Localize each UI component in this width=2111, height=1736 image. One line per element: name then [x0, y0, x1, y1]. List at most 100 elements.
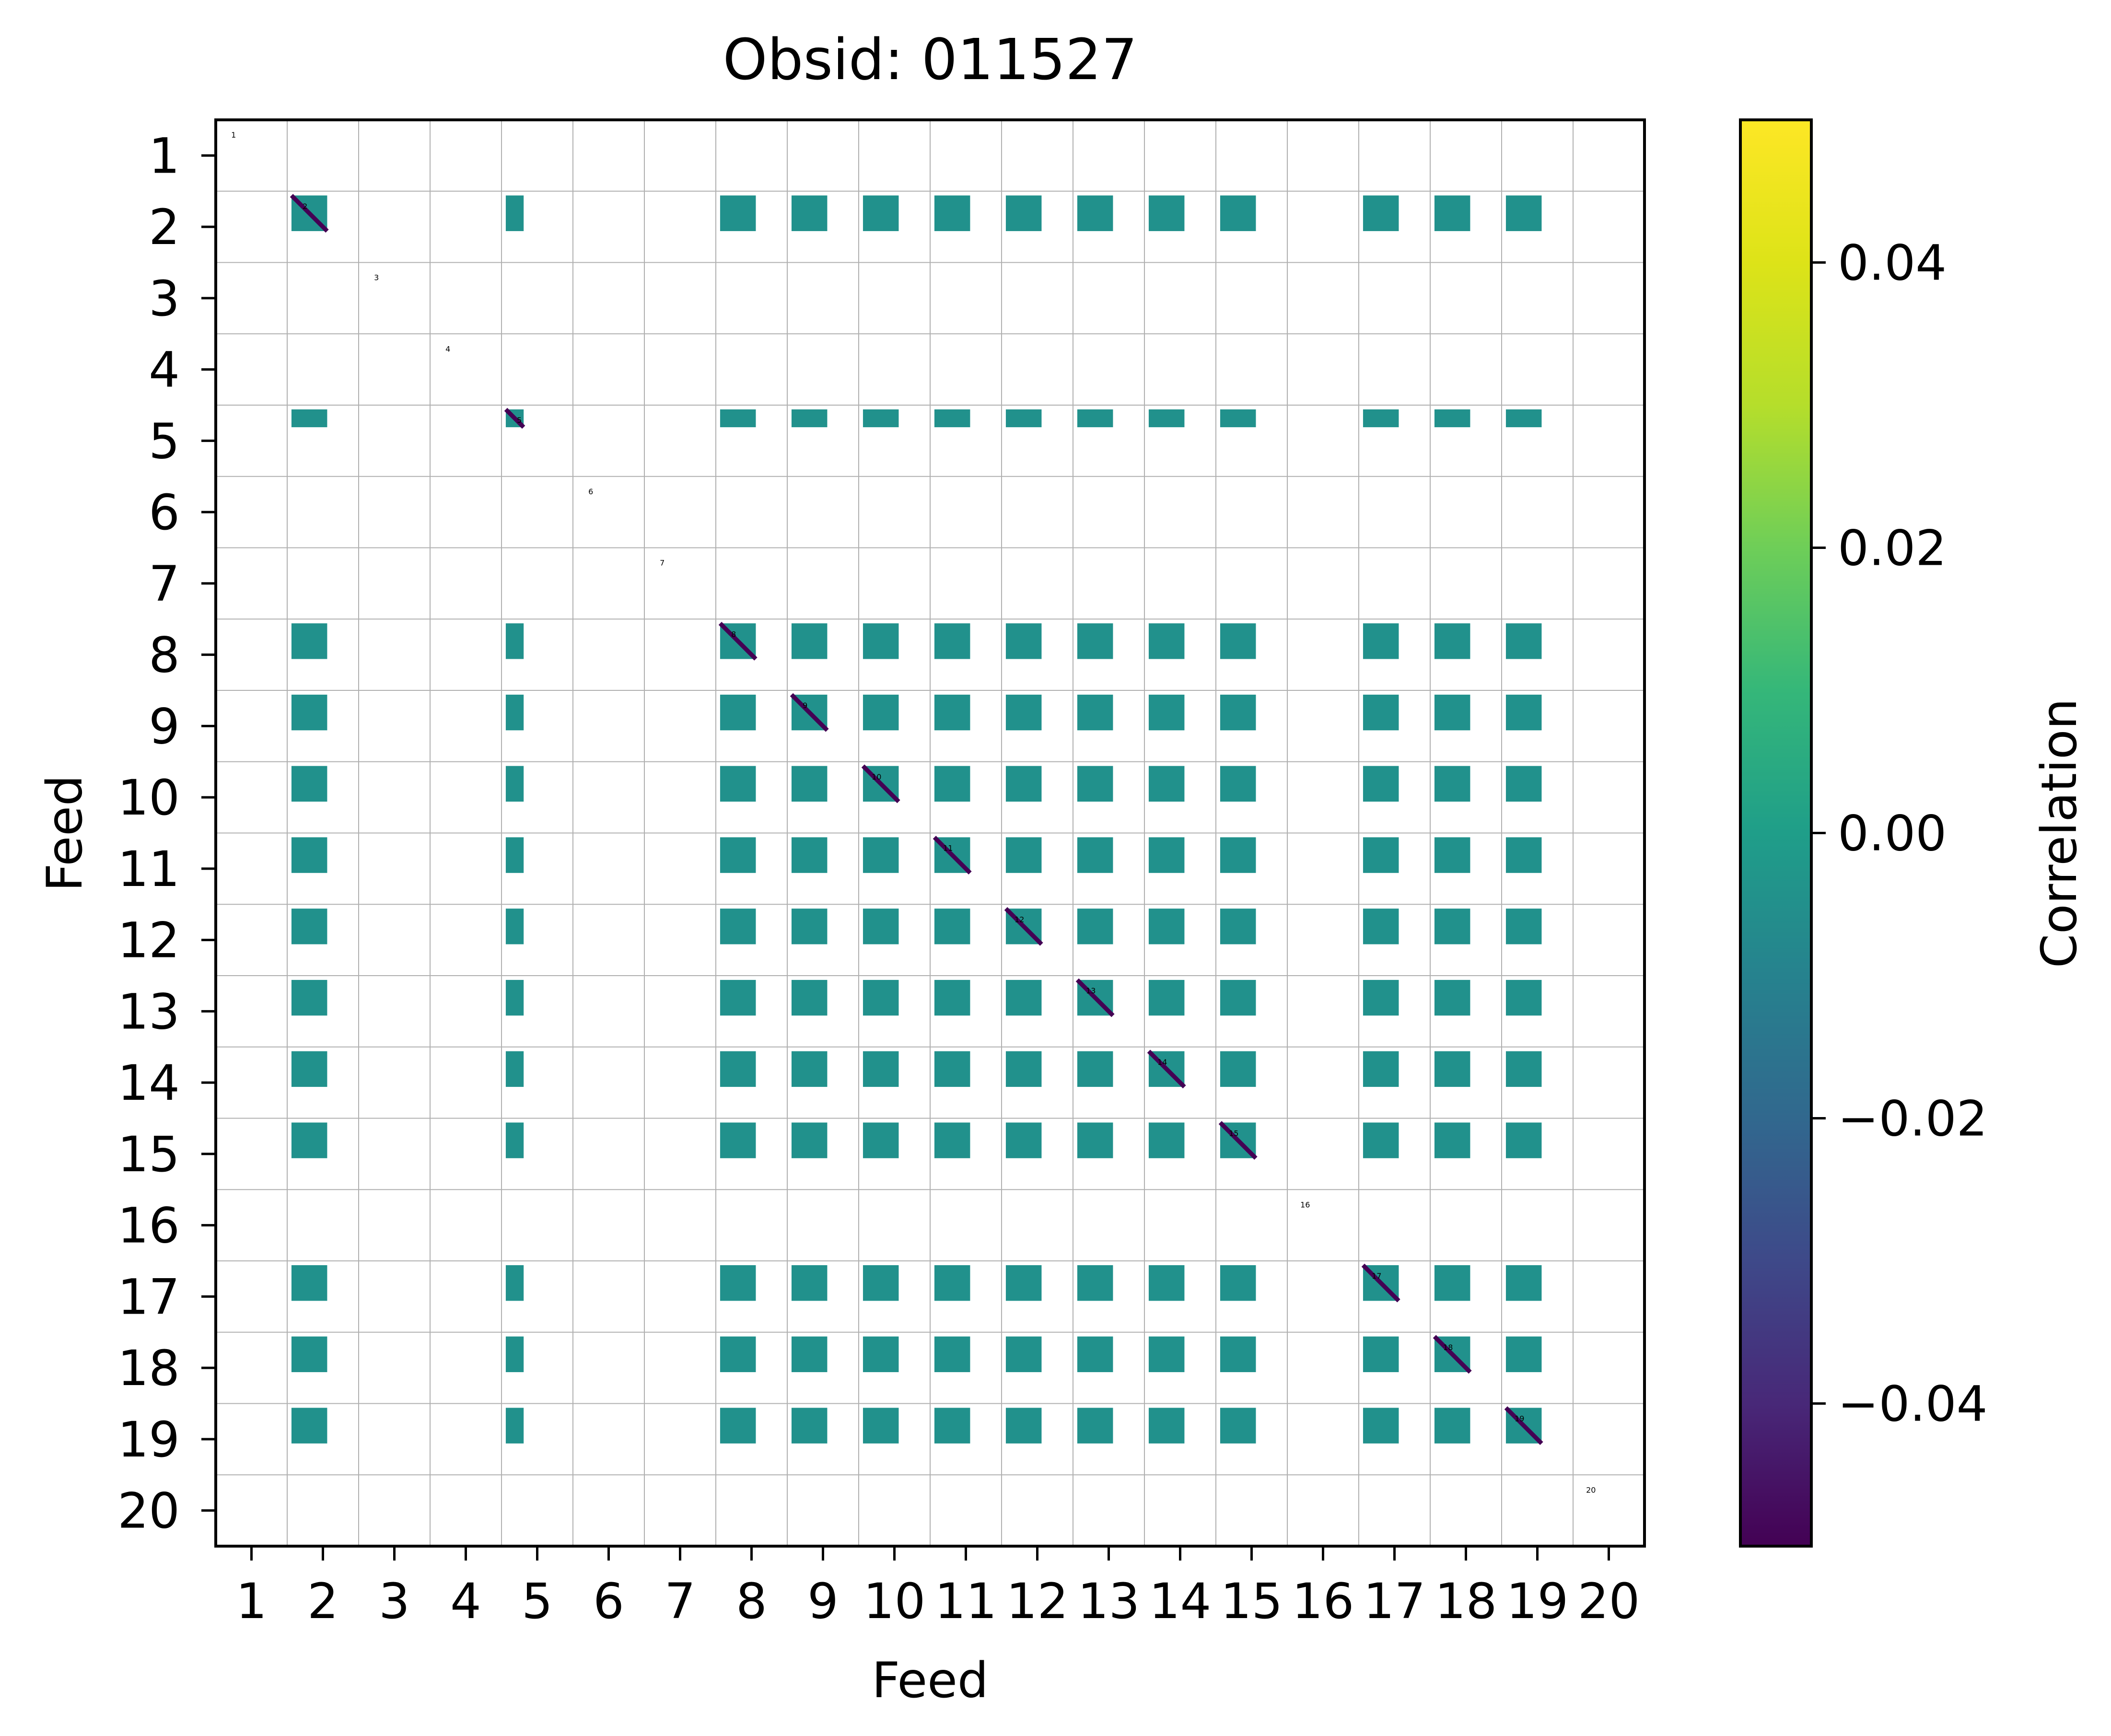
feed-annotation: 16 — [1300, 1200, 1310, 1209]
x-tick-label: 20 — [1578, 1573, 1640, 1630]
heatmap-cell — [505, 1051, 524, 1087]
heatmap-cell — [1148, 623, 1185, 659]
heatmap-cell — [720, 694, 756, 731]
heatmap-cell — [1505, 1051, 1542, 1087]
x-tick-label: 8 — [736, 1573, 767, 1630]
heatmap-cell — [1220, 409, 1256, 428]
feed-annotation: 2 — [303, 202, 307, 211]
y-tick-label: 5 — [149, 413, 180, 470]
diagonal-line — [790, 693, 829, 732]
heatmap-cell — [505, 623, 524, 659]
heatmap-cell — [1220, 1336, 1256, 1373]
feed-annotation: 18 — [1443, 1343, 1453, 1352]
heatmap-cell — [934, 1336, 970, 1373]
heatmap-cell — [791, 195, 828, 232]
heatmap-cell — [1148, 1336, 1185, 1373]
heatmap-cell — [291, 979, 327, 1016]
heatmap-cell — [1077, 1408, 1113, 1444]
heatmap-cell — [1077, 1051, 1113, 1087]
feed-annotation: 20 — [1586, 1485, 1596, 1494]
heatmap-cell — [863, 1408, 899, 1444]
heatmap-cell — [291, 1265, 327, 1301]
heatmap-cell — [1077, 1122, 1113, 1158]
y-tick-label: 18 — [117, 1340, 180, 1397]
diagonal-line — [1218, 1121, 1258, 1160]
heatmap-cell — [1434, 1408, 1470, 1444]
heatmap-cell — [720, 766, 756, 802]
x-tick-label: 14 — [1149, 1573, 1212, 1630]
heatmap-cell — [863, 623, 899, 659]
diagonal-line — [1004, 907, 1043, 946]
x-tick-label: 3 — [379, 1573, 410, 1630]
heatmap-cell — [1005, 195, 1042, 232]
heatmap-cell — [720, 837, 756, 873]
heatmap-cell — [291, 694, 327, 731]
heatmap-cell — [934, 766, 970, 802]
heatmap-cell — [1077, 909, 1113, 944]
heatmap-cell — [720, 1051, 756, 1087]
y-tick-label: 19 — [117, 1411, 180, 1468]
heatmap-cell — [863, 195, 899, 232]
heatmap-cell — [1434, 837, 1470, 873]
heatmap-cell — [1434, 409, 1470, 428]
colorbar-label: Correlation — [2031, 699, 2088, 968]
heatmap-cell — [1077, 694, 1113, 731]
heatmap-cell — [1434, 195, 1470, 232]
y-tick-label: 11 — [117, 841, 180, 898]
feed-annotation: 17 — [1372, 1271, 1381, 1281]
heatmap-cell — [1148, 837, 1185, 873]
heatmap-cell — [1505, 195, 1542, 232]
heatmap-cell — [863, 837, 899, 873]
heatmap-cell — [291, 623, 327, 659]
y-tick-label: 8 — [149, 627, 180, 684]
heatmap-cell — [1220, 1051, 1256, 1087]
heatmap-cell — [505, 766, 524, 802]
heatmap-cell — [863, 909, 899, 944]
heatmap-cell — [1220, 623, 1256, 659]
heatmap-cell — [1148, 766, 1185, 802]
y-tick-label: 10 — [117, 769, 180, 827]
heatmap-cell — [1148, 195, 1185, 232]
y-tick-label: 1 — [149, 128, 180, 185]
x-tick-label: 2 — [307, 1573, 338, 1630]
heatmap-cell — [1220, 979, 1256, 1016]
diagonal-line — [1433, 1335, 1472, 1374]
x-tick-label: 5 — [522, 1573, 553, 1630]
heatmap-cell — [934, 1051, 970, 1087]
x-axis-ticks: 1 2 3 4 5 6 7 8 9 10 11 12 13 14 15 16 17 18 19 20 — [236, 1546, 1640, 1630]
x-tick-label: 17 — [1364, 1573, 1426, 1630]
heatmap-cell — [1505, 409, 1542, 428]
heatmap-cell — [1148, 1265, 1185, 1301]
heatmap-cell — [1077, 766, 1113, 802]
heatmap-cell — [934, 979, 970, 1016]
colorbar-ticks: 0.04 0.02 0.00 −0.02 −0.04 — [1811, 235, 1988, 1433]
heatmap-cell — [1505, 694, 1542, 731]
y-tick-label: 3 — [149, 270, 180, 327]
heatmap-cell — [1005, 1336, 1042, 1373]
y-tick-label: 16 — [117, 1198, 180, 1255]
heatmap-cell — [791, 979, 828, 1016]
heatmap-cell — [505, 837, 524, 873]
heatmap-cell — [1505, 1336, 1542, 1373]
heatmap-cell — [505, 1265, 524, 1301]
y-tick-label: 13 — [117, 983, 180, 1040]
heatmap-cell — [720, 1265, 756, 1301]
x-tick-label: 15 — [1221, 1573, 1283, 1630]
heatmap-cell — [1505, 837, 1542, 873]
heatmap-cell — [291, 909, 327, 944]
heatmap-cell — [934, 1122, 970, 1158]
feed-annotation: 12 — [1015, 915, 1024, 924]
heatmap-cell — [1148, 1122, 1185, 1158]
heatmap-cell — [791, 409, 828, 428]
heatmap-cell — [791, 1122, 828, 1158]
heatmap-cell — [1434, 1265, 1470, 1301]
heatmap-cell — [1434, 694, 1470, 731]
y-tick-label: 2 — [149, 199, 180, 256]
y-axis-label: Feed — [36, 775, 93, 891]
heatmap-cell — [1005, 1051, 1042, 1087]
colorbar-tick-label: 0.02 — [1838, 520, 1947, 577]
heatmap-cell — [1363, 766, 1399, 802]
heatmap-cell — [1005, 979, 1042, 1016]
